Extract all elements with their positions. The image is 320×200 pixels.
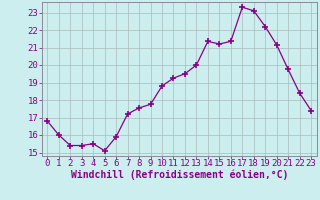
X-axis label: Windchill (Refroidissement éolien,°C): Windchill (Refroidissement éolien,°C) xyxy=(70,170,288,180)
